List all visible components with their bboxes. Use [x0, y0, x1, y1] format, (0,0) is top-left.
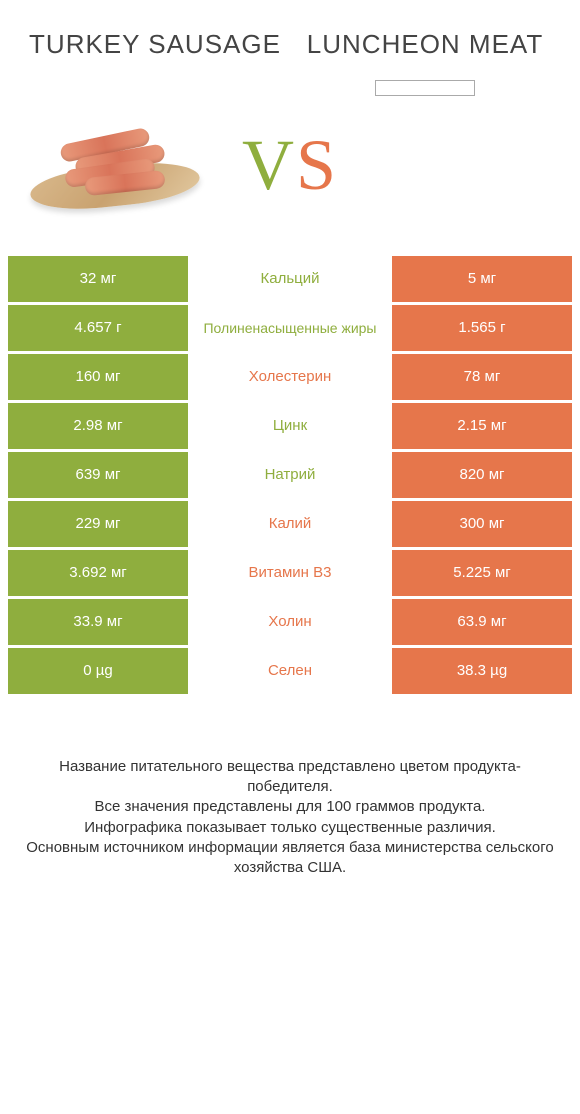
value-right: 38.3 µg [392, 648, 572, 694]
value-right: 78 мг [392, 354, 572, 400]
nutrient-label: Полиненасыщенные жиры [188, 305, 392, 351]
value-left: 639 мг [8, 452, 188, 498]
value-left: 2.98 мг [8, 403, 188, 449]
value-left: 160 мг [8, 354, 188, 400]
value-left: 0 µg [8, 648, 188, 694]
nutrient-label: Селен [188, 648, 392, 694]
header-left: TURKEY SAUSAGE [20, 30, 290, 96]
nutrient-label: Калий [188, 501, 392, 547]
value-right: 300 мг [392, 501, 572, 547]
table-row: 3.692 мгВитамин B35.225 мг [8, 550, 572, 596]
value-right: 5 мг [392, 256, 572, 302]
table-row: 639 мгНатрий820 мг [8, 452, 572, 498]
vs-s: S [296, 125, 338, 205]
table-row: 160 мгХолестерин78 мг [8, 354, 572, 400]
nutrient-label: Холестерин [188, 354, 392, 400]
value-right: 63.9 мг [392, 599, 572, 645]
table-row: 229 мгКалий300 мг [8, 501, 572, 547]
table-row: 4.657 гПолиненасыщенные жиры1.565 г [8, 305, 572, 351]
image-placeholder-icon [375, 80, 475, 96]
header: TURKEY SAUSAGE LUNCHEON MEAT [0, 0, 580, 96]
value-right: 2.15 мг [392, 403, 572, 449]
nutrient-label: Натрий [188, 452, 392, 498]
table-row: 33.9 мгХолин63.9 мг [8, 599, 572, 645]
value-left: 3.692 мг [8, 550, 188, 596]
vs-row: VS [0, 96, 580, 256]
comparison-table: 32 мгКальций5 мг4.657 гПолиненасыщенные … [0, 256, 580, 694]
sausage-board-icon [30, 116, 200, 216]
footer-notes: Название питательного вещества представл… [0, 697, 580, 879]
nutrient-label: Цинк [188, 403, 392, 449]
footer-line: Все значения представлены для 100 граммо… [20, 797, 560, 817]
product-right-name: LUNCHEON MEAT [290, 30, 560, 60]
footer-line: Основным источником информации является … [20, 838, 560, 879]
table-row: 0 µgСелен38.3 µg [8, 648, 572, 694]
footer-line: Инфографика показывает только существенн… [20, 818, 560, 838]
product-left-name: TURKEY SAUSAGE [20, 30, 290, 60]
value-right: 1.565 г [392, 305, 572, 351]
product-left-image [20, 116, 210, 216]
value-left: 229 мг [8, 501, 188, 547]
header-right: LUNCHEON MEAT [290, 30, 560, 96]
nutrient-label: Витамин B3 [188, 550, 392, 596]
value-left: 32 мг [8, 256, 188, 302]
vs-label: VS [210, 124, 370, 207]
table-row: 32 мгКальций5 мг [8, 256, 572, 302]
value-right: 5.225 мг [392, 550, 572, 596]
nutrient-label: Кальций [188, 256, 392, 302]
value-right: 820 мг [392, 452, 572, 498]
vs-v: V [242, 125, 296, 205]
table-row: 2.98 мгЦинк2.15 мг [8, 403, 572, 449]
value-left: 4.657 г [8, 305, 188, 351]
footer-line: Название питательного вещества представл… [20, 757, 560, 798]
nutrient-label: Холин [188, 599, 392, 645]
value-left: 33.9 мг [8, 599, 188, 645]
